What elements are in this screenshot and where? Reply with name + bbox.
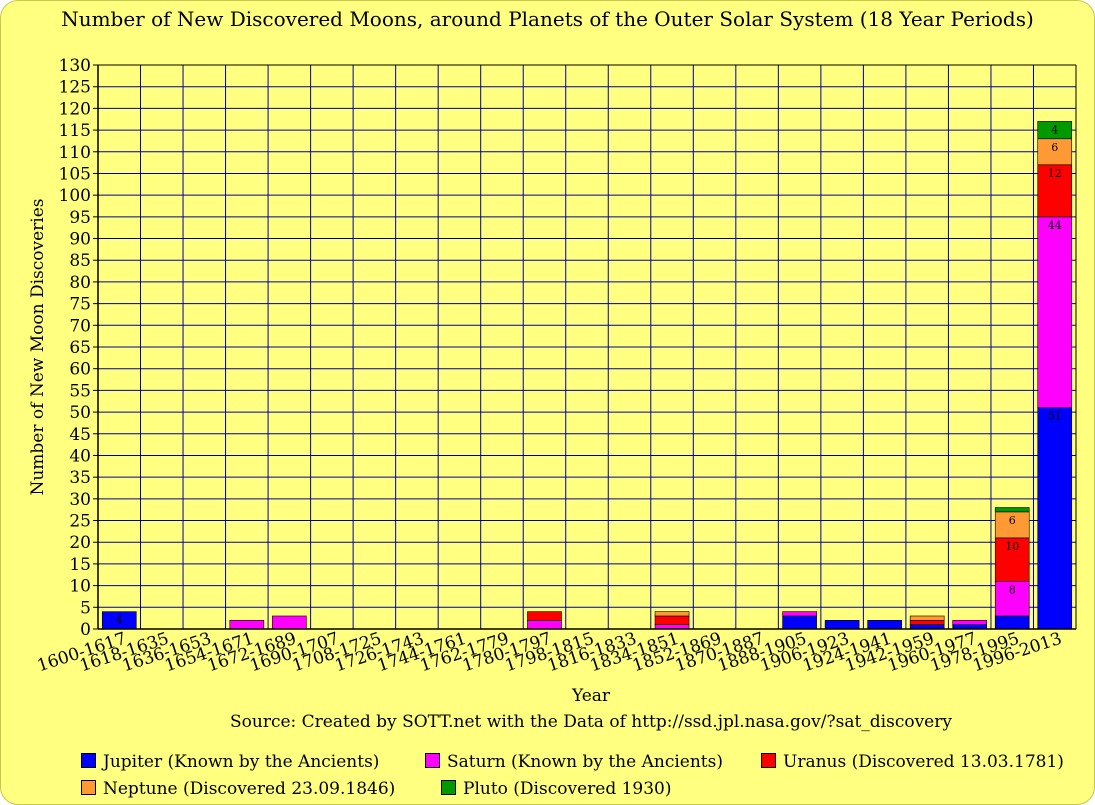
data-label-jupiter: 4 (116, 614, 123, 627)
bar-neptune (654, 611, 690, 617)
data-label-pluto: 4 (1051, 123, 1058, 136)
y-tick-label: 15 (69, 555, 91, 575)
legend-label-jupiter: Jupiter (Known by the Ancients) (103, 752, 380, 772)
y-tick-label: 55 (69, 381, 91, 401)
bar-jupiter (824, 620, 860, 630)
legend-item-neptune: Neptune (Discovered 23.09.1846) (81, 779, 395, 799)
y-tick-label: 0 (80, 620, 91, 640)
bar-saturn (527, 620, 562, 630)
data-label-neptune: 6 (1051, 141, 1058, 154)
bar-saturn (272, 615, 307, 630)
y-tick-label: 30 (69, 490, 91, 510)
y-tick-label: 100 (59, 186, 91, 206)
y-tick-label: 90 (69, 230, 91, 250)
bar-saturn (1037, 216, 1073, 409)
bar-saturn (782, 611, 817, 617)
y-tick-label: 115 (59, 121, 91, 141)
legend-item-saturn: Saturn (Known by the Ancients) (425, 752, 723, 772)
legend-label-pluto: Pluto (Discovered 1930) (463, 779, 672, 799)
data-label-jupiter: 51 (1048, 410, 1062, 423)
bar-neptune (1037, 138, 1073, 166)
y-tick-label: 20 (69, 533, 91, 553)
y-tick-label: 25 (69, 512, 91, 532)
y-tick-label: 95 (69, 208, 91, 228)
bar-uranus (527, 611, 562, 621)
bar-neptune (909, 615, 945, 621)
y-tick-label: 120 (59, 99, 91, 119)
bar-jupiter (782, 615, 817, 630)
y-tick-label: 65 (69, 338, 91, 358)
y-axis-label: Number of New Moon Discoveries (28, 198, 48, 495)
bar-pluto (1037, 121, 1073, 140)
bar-pluto (994, 507, 1030, 513)
y-tick-label: 75 (69, 295, 91, 315)
legend-swatch-jupiter (81, 753, 96, 768)
y-tick-label: 5 (80, 598, 91, 618)
bar-saturn (952, 620, 988, 625)
y-tick-label: 125 (59, 78, 91, 98)
data-label-uranus: 12 (1048, 167, 1062, 180)
legend-swatch-saturn (425, 753, 440, 768)
bar-uranus (994, 537, 1030, 582)
legend-item-jupiter: Jupiter (Known by the Ancients) (81, 752, 379, 772)
chart-title: Number of New Discovered Moons, around P… (61, 7, 1034, 31)
data-label-neptune: 6 (1009, 514, 1016, 527)
legend-item-pluto: Pluto (Discovered 1930) (441, 779, 672, 799)
y-tick-label: 35 (69, 468, 91, 488)
x-axis-label: Year (571, 686, 611, 706)
legend-label-saturn: Saturn (Known by the Ancients) (447, 752, 723, 772)
y-tick-label: 40 (69, 446, 91, 466)
legend-swatch-uranus (761, 753, 776, 768)
legend-item-uranus: Uranus (Discovered 13.03.1781) (761, 752, 1064, 772)
y-tick-label: 85 (69, 251, 91, 271)
bar-saturn (994, 580, 1030, 617)
y-tick-label: 105 (59, 164, 91, 184)
y-tick-label: 110 (59, 143, 91, 163)
data-label-uranus: 10 (1005, 540, 1019, 553)
y-tick-label: 45 (69, 425, 91, 445)
data-label-saturn: 44 (1048, 219, 1062, 232)
y-tick-label: 50 (69, 403, 91, 423)
bar-jupiter (1037, 407, 1073, 630)
source-note: Source: Created by SOTT.net with the Dat… (230, 712, 952, 732)
data-label-saturn: 8 (1009, 583, 1016, 596)
bar-jupiter (994, 615, 1030, 630)
y-tick-label: 80 (69, 273, 91, 293)
y-tick-label: 70 (69, 316, 91, 336)
bar-uranus (909, 620, 945, 625)
bar-uranus (654, 615, 690, 625)
bar-saturn (229, 620, 265, 630)
legend-swatch-pluto (441, 780, 456, 795)
y-tick-label: 10 (69, 577, 91, 597)
bar-jupiter (867, 620, 902, 630)
legend-label-uranus: Uranus (Discovered 13.03.1781) (783, 752, 1064, 772)
legend-label-neptune: Neptune (Discovered 23.09.1846) (103, 779, 396, 799)
y-tick-label: 60 (69, 360, 91, 380)
legend-swatch-neptune (81, 780, 96, 795)
y-tick-label: 130 (59, 56, 91, 76)
